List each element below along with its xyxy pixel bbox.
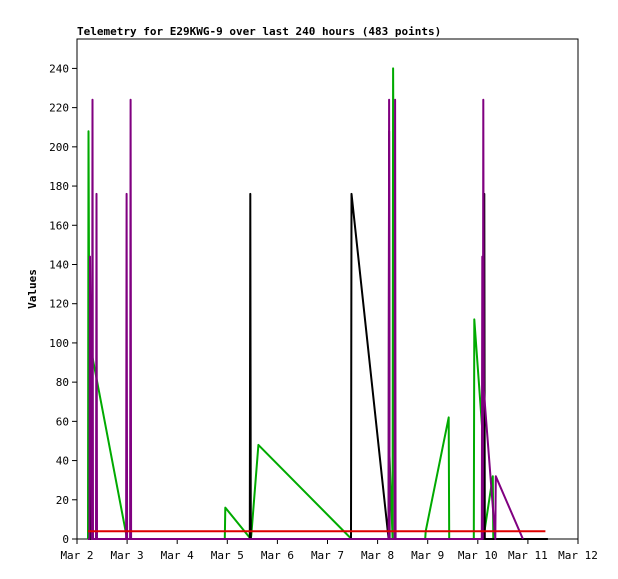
y-tick-label: 100: [49, 337, 69, 350]
series-line-0: [87, 67, 503, 540]
plot-area: [87, 67, 548, 540]
x-tick-label: Mar 4: [161, 549, 194, 562]
x-tick-label: Mar 10: [458, 549, 498, 562]
x-tick-label: Mar 11: [508, 549, 548, 562]
y-tick-label: 20: [56, 494, 69, 507]
y-tick-label: 140: [49, 258, 69, 271]
x-axis-ticks: Mar 2 Mar 3 Mar 4 Mar 5 Mar 6 Mar 7 Mar 8 Mar 9…: [60, 539, 598, 562]
y-tick-label: 240: [49, 62, 69, 75]
x-tick-label: Mar 7: [311, 549, 344, 562]
y-tick-label: 0: [62, 533, 69, 546]
plot-frame: [76, 38, 579, 540]
y-axis-label: Values: [26, 269, 39, 309]
y-tick-label: 220: [49, 102, 69, 115]
y-tick-label: 200: [49, 141, 69, 154]
x-tick-label: Mar 9: [411, 549, 444, 562]
x-tick-label: Mar 6: [261, 549, 294, 562]
series-line-2: [88, 98, 524, 540]
y-tick-label: 40: [56, 455, 69, 468]
x-tick-label: Mar 12: [558, 549, 598, 562]
x-tick-label: Mar 3: [111, 549, 144, 562]
y-tick-label: 160: [49, 219, 69, 232]
y-tick-label: 120: [49, 298, 69, 311]
y-tick-label: 80: [56, 376, 69, 389]
y-tick-label: 60: [56, 415, 69, 428]
x-tick-label: Mar 2: [60, 549, 93, 562]
x-tick-label: Mar 5: [211, 549, 244, 562]
y-tick-label: 180: [49, 180, 69, 193]
x-tick-label: Mar 8: [361, 549, 394, 562]
y-axis-ticks: 0 20 40 60 80 100 120 140 160 180 200 220 240: [49, 62, 77, 546]
chart-title: Telemetry for E29KWG-9 over last 240 hou…: [77, 25, 441, 38]
series-line-1: [88, 130, 548, 540]
